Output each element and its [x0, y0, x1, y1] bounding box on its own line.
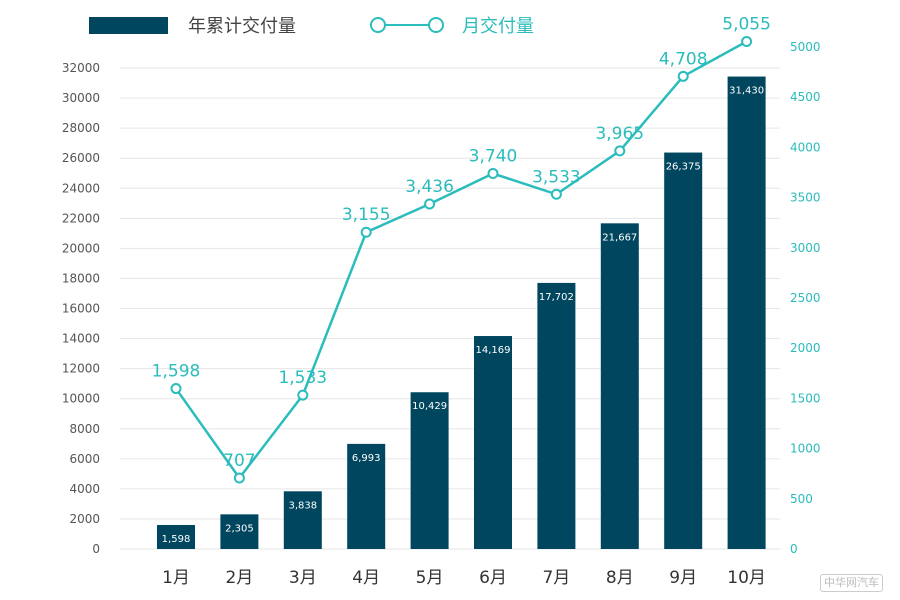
right-axis-tick: 1500: [790, 391, 821, 405]
bar-label: 10,429: [412, 401, 447, 412]
x-axis-tick: 1月: [162, 568, 190, 588]
line-point: [424, 198, 436, 210]
line-point: [487, 168, 499, 180]
left-axis-tick: 4000: [69, 482, 100, 496]
bar-label: 6,993: [352, 453, 381, 464]
right-axis-tick: 0: [790, 542, 798, 556]
line-label: 707: [223, 451, 255, 471]
line-series: [174, 40, 748, 481]
line-label: 1,598: [152, 362, 201, 382]
right-axis-tick: 1000: [790, 442, 821, 456]
left-axis-tick: 0: [92, 542, 100, 556]
line-label: 3,533: [532, 167, 581, 187]
x-axis-tick: 8月: [606, 568, 634, 588]
left-axis-tick: 18000: [62, 271, 100, 285]
bar-label: 21,667: [602, 232, 637, 243]
bar-label: 3,838: [288, 500, 317, 511]
legend-bar-label: 年累计交付量: [188, 16, 296, 37]
right-axis-tick: 500: [790, 492, 813, 506]
bar-label: 17,702: [539, 292, 574, 303]
left-axis-tick: 24000: [62, 181, 100, 195]
left-axis-tick: 20000: [62, 241, 100, 255]
bar-label: 31,430: [729, 86, 764, 97]
x-axis-tick: 4月: [352, 568, 380, 588]
bar: [600, 223, 639, 549]
right-axis-tick: 2000: [790, 341, 821, 355]
x-axis-tick: 2月: [225, 568, 253, 588]
line-label: 5,055: [722, 14, 771, 34]
right-axis-tick: 2500: [790, 291, 821, 305]
line-point: [550, 188, 562, 200]
line-label: 1,533: [278, 368, 327, 388]
left-axis-tick: 12000: [62, 362, 100, 376]
right-axis-tick: 3500: [790, 191, 821, 205]
x-axis-tick: 3月: [289, 568, 317, 588]
bar: [727, 76, 766, 549]
line-point: [677, 70, 689, 82]
left-axis-tick: 26000: [62, 151, 100, 165]
left-axis-tick: 2000: [69, 512, 100, 526]
x-axis-tick: 9月: [669, 568, 697, 588]
left-axis-tick: 30000: [62, 91, 100, 105]
line-point: [297, 389, 309, 401]
x-axis-tick: 7月: [542, 568, 570, 588]
line-label: 3,965: [595, 124, 644, 144]
line-point: [741, 35, 753, 47]
line-label: 3,740: [469, 147, 518, 167]
bar: [474, 336, 512, 549]
right-axis-tick: 5000: [790, 40, 821, 54]
bar-label: 2,305: [225, 523, 254, 534]
x-axis-tick: 6月: [479, 568, 507, 588]
left-axis-tick: 6000: [69, 452, 100, 466]
line-label: 3,436: [405, 177, 454, 197]
line-point: [233, 472, 245, 484]
bar: [157, 524, 195, 549]
bar: [410, 392, 449, 549]
line-label: 3,155: [342, 205, 391, 225]
line-label: 4,708: [659, 49, 708, 69]
bar: [664, 152, 703, 549]
legend-line-marker: [428, 17, 444, 33]
line-point: [614, 145, 626, 157]
legend-line-label: 月交付量: [462, 16, 534, 37]
bar: [537, 282, 576, 549]
bar: [347, 443, 386, 549]
left-axis-tick: 32000: [62, 61, 100, 75]
right-axis-tick: 4000: [790, 140, 821, 154]
left-axis-tick: 16000: [62, 302, 100, 316]
legend-bar-swatch: [89, 17, 168, 34]
bar-label: 1,598: [162, 534, 191, 545]
left-axis-tick: 28000: [62, 121, 100, 135]
right-axis-tick: 4500: [790, 90, 821, 104]
right-axis-tick: 3000: [790, 241, 821, 255]
left-axis-tick: 14000: [62, 332, 100, 346]
line-point: [360, 226, 372, 238]
legend-line-marker: [370, 17, 386, 33]
x-axis-tick: 10月: [727, 568, 766, 588]
left-axis-tick: 8000: [69, 422, 100, 436]
left-axis-tick: 22000: [62, 211, 100, 225]
x-axis-tick: 5月: [416, 568, 444, 588]
bar-label: 26,375: [666, 162, 701, 173]
bar: [220, 514, 259, 549]
line-point: [170, 383, 182, 395]
bar: [283, 491, 322, 549]
left-axis-tick: 10000: [62, 392, 100, 406]
watermark: 中华网汽车: [820, 574, 883, 592]
bar-label: 14,169: [476, 345, 511, 356]
